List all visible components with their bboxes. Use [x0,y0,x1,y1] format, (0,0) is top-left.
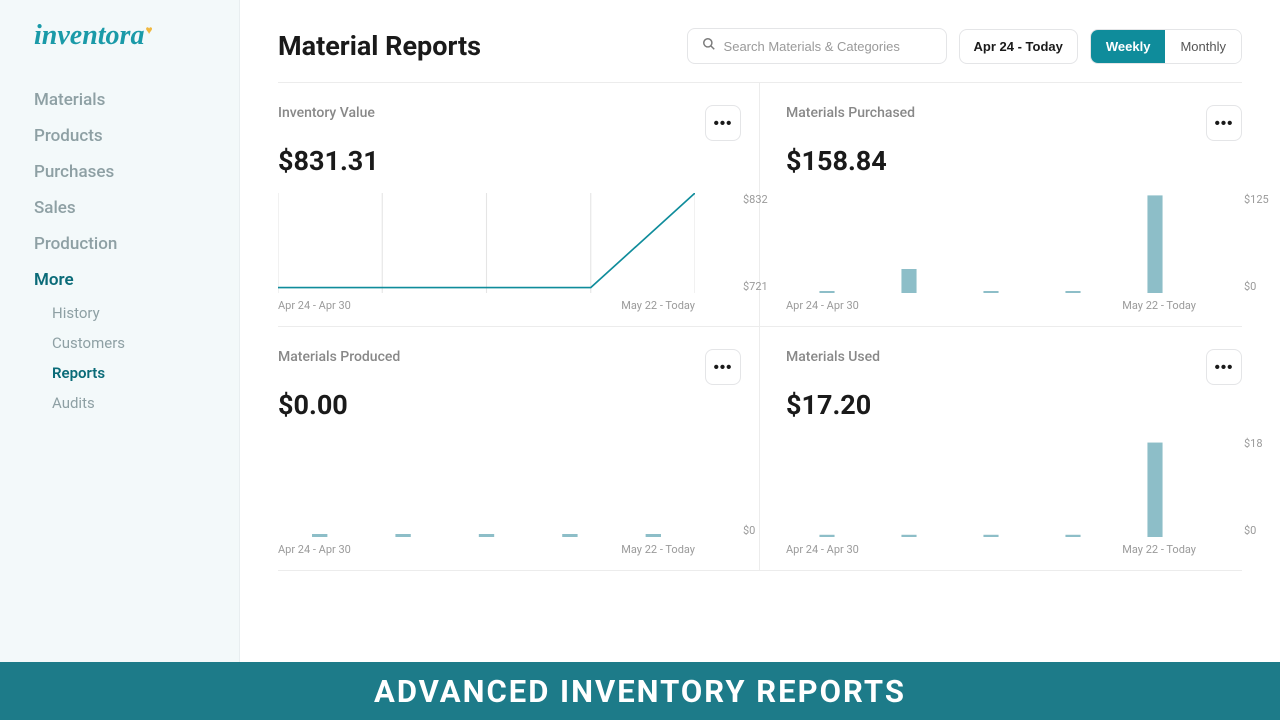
page-title: Material Reports [278,30,481,62]
x-end-label: May 22 - Today [1122,543,1196,556]
card-value: $17.20 [786,389,1242,421]
sidebar: inventora MaterialsProductsPurchasesSale… [0,0,240,662]
card-value: $158.84 [786,145,1242,177]
x-start-label: Apr 24 - Apr 30 [278,299,351,312]
y-bottom-label: $0 [1244,524,1280,537]
report-card-materials-used: Materials Used ••• $17.20 $18 $0 Apr 24 … [760,327,1242,571]
subnav-item-reports[interactable]: Reports [0,358,239,388]
search-box[interactable] [687,28,947,64]
logo: inventora [0,20,239,82]
card-title: Inventory Value [278,105,375,121]
card-title: Materials Purchased [786,105,915,121]
toggle-monthly[interactable]: Monthly [1165,30,1241,63]
card-title: Materials Produced [278,349,400,365]
date-range-button[interactable]: Apr 24 - Today [959,29,1078,64]
report-card-inventory-value: Inventory Value ••• $831.31 $832 $721 Ap… [278,83,760,327]
period-toggle: Weekly Monthly [1090,29,1242,64]
card-title: Materials Used [786,349,880,365]
card-chart: $125 $0 [786,193,1242,293]
more-button[interactable]: ••• [705,105,741,141]
x-start-label: Apr 24 - Apr 30 [786,543,859,556]
x-end-label: May 22 - Today [621,543,695,556]
subnav-item-audits[interactable]: Audits [0,388,239,418]
x-end-label: May 22 - Today [1122,299,1196,312]
subnav-item-history[interactable]: History [0,298,239,328]
card-chart: $0 [278,437,741,537]
main-content: Material Reports Apr 24 - Today Weekly M… [240,0,1280,662]
nav-item-products[interactable]: Products [0,118,239,154]
nav-item-materials[interactable]: Materials [0,82,239,118]
more-button[interactable]: ••• [1206,105,1242,141]
nav-item-more[interactable]: More [0,262,239,298]
search-icon [702,37,716,55]
subnav-item-customers[interactable]: Customers [0,328,239,358]
x-start-label: Apr 24 - Apr 30 [786,299,859,312]
x-end-label: May 22 - Today [621,299,695,312]
card-value: $0.00 [278,389,741,421]
more-button[interactable]: ••• [1206,349,1242,385]
y-top-label: $18 [1244,437,1280,450]
card-chart: $18 $0 [786,437,1242,537]
nav-item-sales[interactable]: Sales [0,190,239,226]
more-button[interactable]: ••• [705,349,741,385]
x-start-label: Apr 24 - Apr 30 [278,543,351,556]
footer-banner: ADVANCED INVENTORY REPORTS [0,662,1280,720]
nav-item-purchases[interactable]: Purchases [0,154,239,190]
y-bottom-label: $0 [1244,280,1280,293]
toggle-weekly[interactable]: Weekly [1091,30,1166,63]
nav-item-production[interactable]: Production [0,226,239,262]
card-value: $831.31 [278,145,741,177]
report-card-materials-produced: Materials Produced ••• $0.00 $0 Apr 24 -… [278,327,760,571]
card-chart: $832 $721 [278,193,741,293]
y-top-label: $125 [1244,193,1280,206]
search-input[interactable] [724,39,932,54]
page-header: Material Reports Apr 24 - Today Weekly M… [278,28,1242,83]
report-card-materials-purchased: Materials Purchased ••• $158.84 $125 $0 … [760,83,1242,327]
